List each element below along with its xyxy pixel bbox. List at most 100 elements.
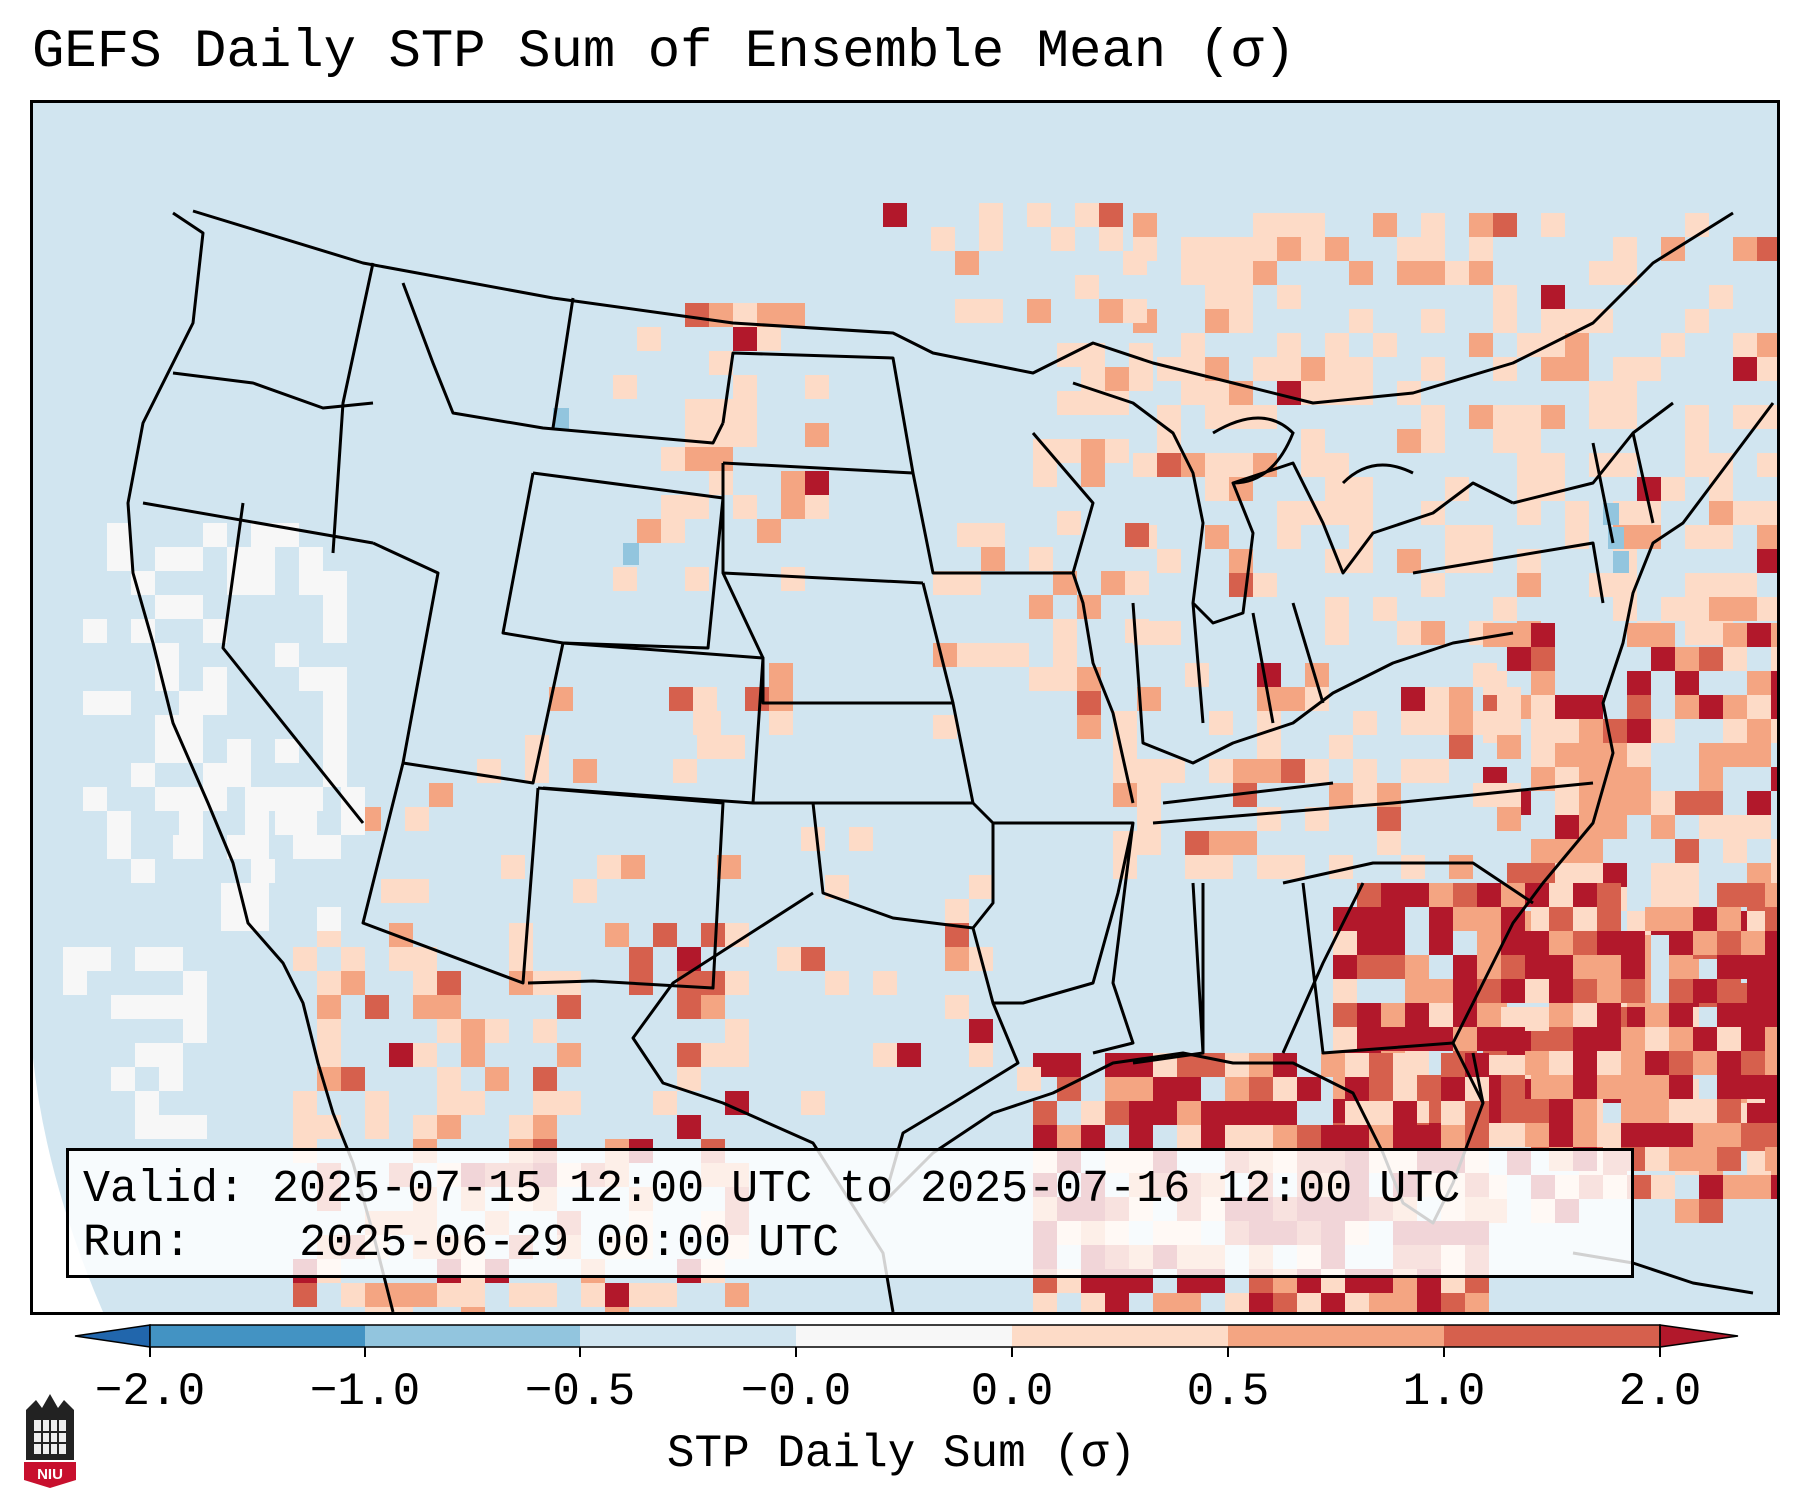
anomaly-cell [1747,695,1771,719]
colorbar-bin [150,1325,365,1347]
anomaly-cell-neutral [183,971,207,995]
anomaly-cell [341,1283,365,1307]
anomaly-cell [1699,791,1723,815]
anomaly-cell [931,227,955,251]
anomaly-cell [1747,719,1771,743]
anomaly-cell-neutral [183,1115,207,1139]
anomaly-cell [1693,1147,1717,1171]
anomaly-cell [1741,1075,1765,1099]
anomaly-cell-neutral [135,1091,159,1115]
anomaly-cell [1675,695,1699,719]
anomaly-cell [629,1283,653,1307]
anomaly-cell [1469,333,1493,357]
anomaly-cell [461,1283,485,1307]
anomaly-cell [685,303,709,327]
anomaly-cell [1549,955,1573,979]
colorbar-tick-label: 0.0 [970,1366,1054,1418]
anomaly-cell [461,1043,485,1067]
anomaly-cell [637,519,661,543]
outside-domain-area [33,1243,103,1312]
anomaly-cell [1549,1123,1573,1147]
anomaly-cell [1393,1053,1417,1077]
anomaly-cell [605,923,629,947]
anomaly-cell [1329,735,1353,759]
anomaly-cell [1005,643,1029,667]
anomaly-cell [1717,931,1741,955]
anomaly-cell [979,227,1003,251]
anomaly-cell [1699,767,1723,791]
anomaly-cell [957,571,981,595]
anomaly-cell [1675,839,1699,863]
anomaly-cell [1321,1125,1345,1149]
stp-map [33,103,1777,1312]
anomaly-cell [1325,357,1349,381]
anomaly-cell [1137,831,1161,855]
valid-label: Valid: [83,1164,246,1215]
anomaly-cell [1723,719,1747,743]
anomaly-cell [1201,1101,1225,1125]
anomaly-cell [1613,453,1637,477]
anomaly-cell-neutral [159,1115,183,1139]
anomaly-cell [1113,735,1137,759]
anomaly-cell [1153,1293,1177,1312]
anomaly-cell [1225,1101,1249,1125]
anomaly-cell [1253,357,1277,381]
anomaly-cell [1549,883,1573,907]
anomaly-cell [1029,595,1053,619]
anomaly-cell [1273,1101,1297,1125]
map-panel[interactable] [30,100,1780,1315]
anomaly-cell-negative [553,408,569,430]
anomaly-cell [849,827,873,851]
anomaly-cell [685,495,709,519]
anomaly-cell [1709,501,1733,525]
anomaly-cell [1453,907,1477,931]
anomaly-cell [405,879,429,903]
anomaly-cell [1693,931,1717,955]
anomaly-cell [1469,261,1493,285]
anomaly-cell [1597,955,1621,979]
anomaly-cell [1401,687,1425,711]
anomaly-cell [533,1283,557,1307]
anomaly-cell [1613,597,1637,621]
colorbar-outline [149,1324,1661,1348]
anomaly-cell [1621,1123,1645,1147]
anomaly-cell [1281,759,1305,783]
anomaly-cell [1421,213,1445,237]
anomaly-cell [661,519,685,543]
anomaly-cell [293,1283,317,1307]
anomaly-cell [1033,463,1057,487]
anomaly-cell [1771,647,1777,671]
anomaly-cell [1709,285,1733,309]
anomaly-cell-neutral [203,523,227,547]
anomaly-cell [1579,767,1603,791]
anomaly-cell [581,1283,605,1307]
anomaly-cell [1493,597,1517,621]
anomaly-cell [709,399,733,423]
anomaly-cell [613,375,637,399]
anomaly-cell [1373,597,1397,621]
anomaly-cell [1225,1293,1249,1312]
anomaly-cell [1477,883,1501,907]
anomaly-cell [1429,931,1453,955]
anomaly-cell [1357,1003,1381,1027]
anomaly-cell [1053,619,1077,643]
anomaly-cell [1445,549,1469,573]
anomaly-cell [437,1283,461,1307]
anomaly-cell [1373,213,1397,237]
anomaly-cell [1421,405,1445,429]
anomaly-cell [1081,1125,1105,1149]
anomaly-cell [509,947,533,971]
anomaly-cell [437,995,461,1019]
anomaly-cell [1205,381,1229,405]
anomaly-cell [533,1091,557,1115]
anomaly-cell [1417,1125,1441,1149]
anomaly-cell [1469,237,1493,261]
anomaly-cell [1525,955,1549,979]
anomaly-cell [1099,203,1123,227]
anomaly-cell [1497,783,1521,807]
anomaly-cell [1699,647,1723,671]
anomaly-cell [1621,931,1645,955]
anomaly-cell [1645,1099,1669,1123]
anomaly-cell [1017,1067,1041,1091]
anomaly-cell [1645,1003,1669,1027]
